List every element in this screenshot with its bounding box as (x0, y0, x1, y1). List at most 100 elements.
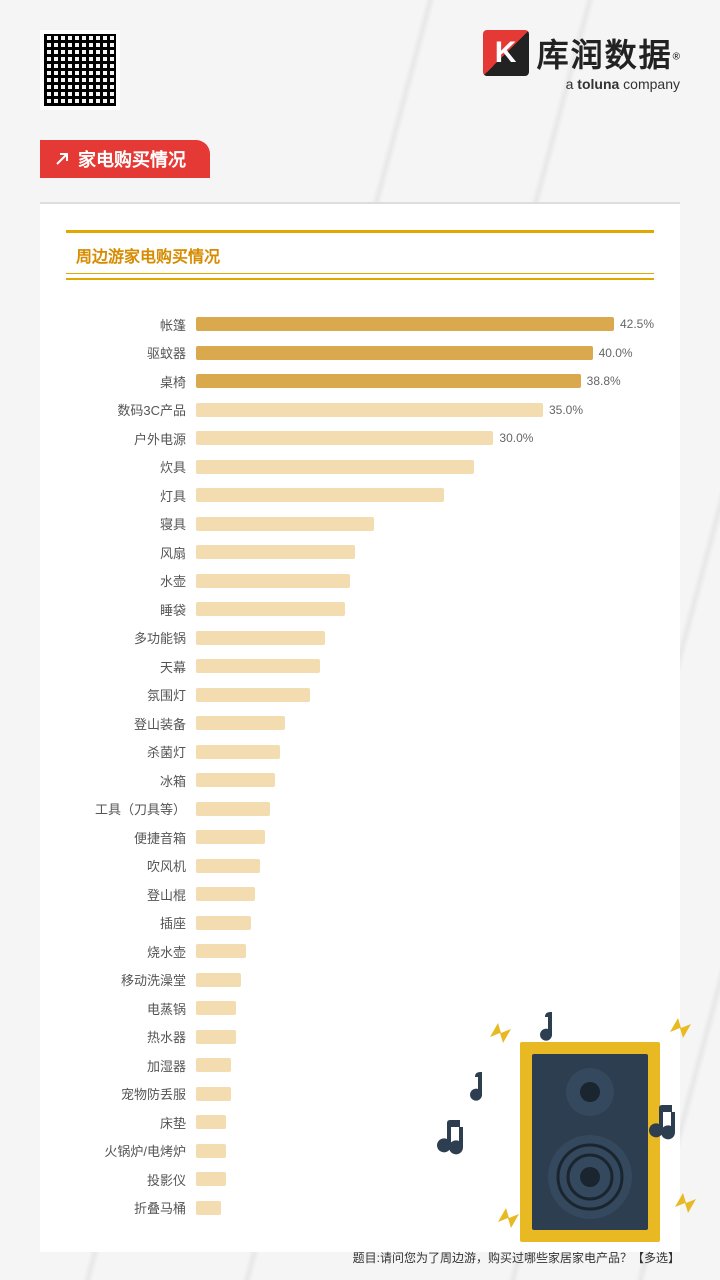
chart-card: 周边游家电购买情况 帐篷 42.5% 驱蚊器 40.0% 桌椅 38.8% 数码3C产品 35… (40, 202, 680, 1252)
bar (196, 688, 310, 702)
bar (196, 830, 265, 844)
bar (196, 887, 255, 901)
bar-label: 烧水壶 (66, 942, 196, 961)
bar-row: 桌椅 38.8% (66, 367, 654, 396)
bar-label: 折叠马桶 (66, 1198, 196, 1217)
bar-label: 炊具 (66, 457, 196, 476)
bar-row: 杀菌灯 (66, 738, 654, 767)
chart-title-bar: 周边游家电购买情况 (66, 230, 654, 280)
bar-value: 38.8% (587, 374, 621, 388)
bar-label: 工具（刀具等） (66, 799, 196, 818)
bar (196, 944, 246, 958)
bar-row: 驱蚊器 40.0% (66, 339, 654, 368)
bar (196, 1172, 226, 1186)
section-tag-label: 家电购买情况 (78, 146, 186, 172)
bar-label: 杀菌灯 (66, 742, 196, 761)
logo-text: 库润数据 (537, 37, 673, 73)
bar (196, 1058, 231, 1072)
bar-label: 数码3C产品 (66, 400, 196, 419)
bar (196, 859, 260, 873)
bar-row: 投影仪 (66, 1165, 654, 1194)
bar-row: 烧水壶 (66, 937, 654, 966)
bar (196, 659, 320, 673)
bar (196, 488, 444, 502)
bar-label: 驱蚊器 (66, 343, 196, 362)
bar (196, 431, 493, 445)
bar-label: 插座 (66, 913, 196, 932)
bar (196, 346, 593, 360)
bar (196, 403, 543, 417)
logo-tagline: a toluna company (566, 76, 680, 92)
bar (196, 973, 241, 987)
bar (196, 574, 350, 588)
bar-label: 氛围灯 (66, 685, 196, 704)
bar-label: 灯具 (66, 486, 196, 505)
bar (196, 602, 345, 616)
bar-label: 寝具 (66, 514, 196, 533)
bar-value: 35.0% (549, 403, 583, 417)
bar (196, 1201, 221, 1215)
bar-label: 帐篷 (66, 315, 196, 334)
bar-row: 天幕 (66, 652, 654, 681)
chart-title: 周边游家电购买情况 (76, 243, 644, 267)
bar-value: 42.5% (620, 317, 654, 331)
arrow-icon (54, 151, 70, 167)
bar-row: 水壶 (66, 567, 654, 596)
bar-row: 睡袋 (66, 595, 654, 624)
bar-row: 风扇 (66, 538, 654, 567)
bar (196, 916, 251, 930)
bar-label: 移动洗澡堂 (66, 970, 196, 989)
bar (196, 1144, 226, 1158)
bar-label: 热水器 (66, 1027, 196, 1046)
header: 库润数据® a toluna company (40, 30, 680, 110)
bar-row: 宠物防丢服 (66, 1080, 654, 1109)
bar (196, 802, 270, 816)
bar-label: 桌椅 (66, 372, 196, 391)
bar-row: 灯具 (66, 481, 654, 510)
bar (196, 1030, 236, 1044)
bar-row: 户外电源 30.0% (66, 424, 654, 453)
bar-row: 电蒸锅 (66, 994, 654, 1023)
bar-row: 折叠马桶 (66, 1194, 654, 1223)
bar (196, 1115, 226, 1129)
bar-label: 便捷音箱 (66, 828, 196, 847)
bar-label: 睡袋 (66, 600, 196, 619)
bar-label: 风扇 (66, 543, 196, 562)
bar-row: 移动洗澡堂 (66, 966, 654, 995)
bar-value: 40.0% (599, 346, 633, 360)
bar-label: 户外电源 (66, 429, 196, 448)
bar (196, 773, 275, 787)
bar-chart: 帐篷 42.5% 驱蚊器 40.0% 桌椅 38.8% 数码3C产品 35.0% 户外电源 30.… (66, 310, 654, 1222)
bar-row: 帐篷 42.5% (66, 310, 654, 339)
bar-label: 冰箱 (66, 771, 196, 790)
bar-label: 多功能锅 (66, 628, 196, 647)
bar-row: 吹风机 (66, 852, 654, 881)
bar-row: 插座 (66, 909, 654, 938)
bar-row: 寝具 (66, 510, 654, 539)
bar (196, 1087, 231, 1101)
bar-label: 火锅炉/电烤炉 (66, 1141, 196, 1160)
bar-row: 加湿器 (66, 1051, 654, 1080)
bar (196, 545, 355, 559)
bar-row: 氛围灯 (66, 681, 654, 710)
bar-row: 登山棍 (66, 880, 654, 909)
bar (196, 745, 280, 759)
bar-value: 30.0% (499, 431, 533, 445)
bar-label: 登山棍 (66, 885, 196, 904)
bar-row: 冰箱 (66, 766, 654, 795)
bar (196, 631, 325, 645)
bar (196, 1001, 236, 1015)
bar-label: 吹风机 (66, 856, 196, 875)
bar-row: 火锅炉/电烤炉 (66, 1137, 654, 1166)
bar-row: 登山装备 (66, 709, 654, 738)
bar (196, 317, 614, 331)
bar (196, 517, 374, 531)
bar (196, 716, 285, 730)
brand-logo: 库润数据® a toluna company (483, 30, 680, 92)
bar-label: 天幕 (66, 657, 196, 676)
bar-row: 炊具 (66, 453, 654, 482)
bar-row: 便捷音箱 (66, 823, 654, 852)
bar (196, 374, 581, 388)
bar-label: 加湿器 (66, 1056, 196, 1075)
bar-row: 床垫 (66, 1108, 654, 1137)
